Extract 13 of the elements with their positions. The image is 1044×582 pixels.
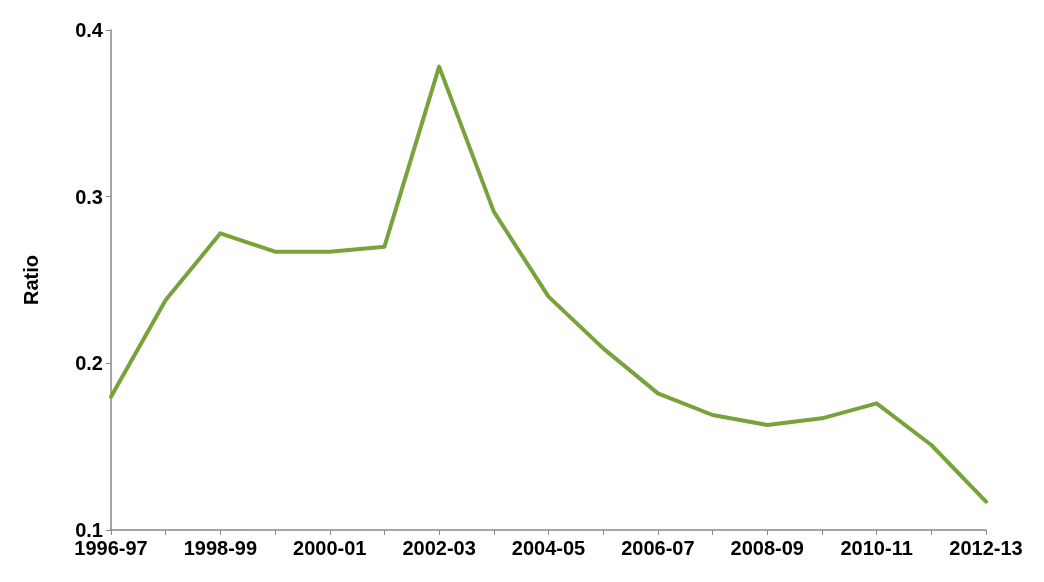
y-tick-label: 0.3 <box>75 185 103 208</box>
x-tick-label: 2004-05 <box>511 537 586 559</box>
y-tick-label: 0.4 <box>75 19 104 41</box>
y-axis-title: Ratio <box>20 255 42 305</box>
y-tick-label: 0.2 <box>75 352 103 375</box>
x-tick-label: 2000-01 <box>293 537 367 559</box>
x-tick-label: 2002-03 <box>402 537 476 559</box>
x-tick-label: 2010-11 <box>840 537 913 559</box>
x-tick-label: 2008-09 <box>730 537 804 559</box>
line-series <box>109 64 988 504</box>
x-tick-label: 1998-99 <box>183 537 258 559</box>
x-tick-label: 2012-13 <box>949 537 1023 559</box>
x-tick-label: 2006-07 <box>621 537 695 559</box>
